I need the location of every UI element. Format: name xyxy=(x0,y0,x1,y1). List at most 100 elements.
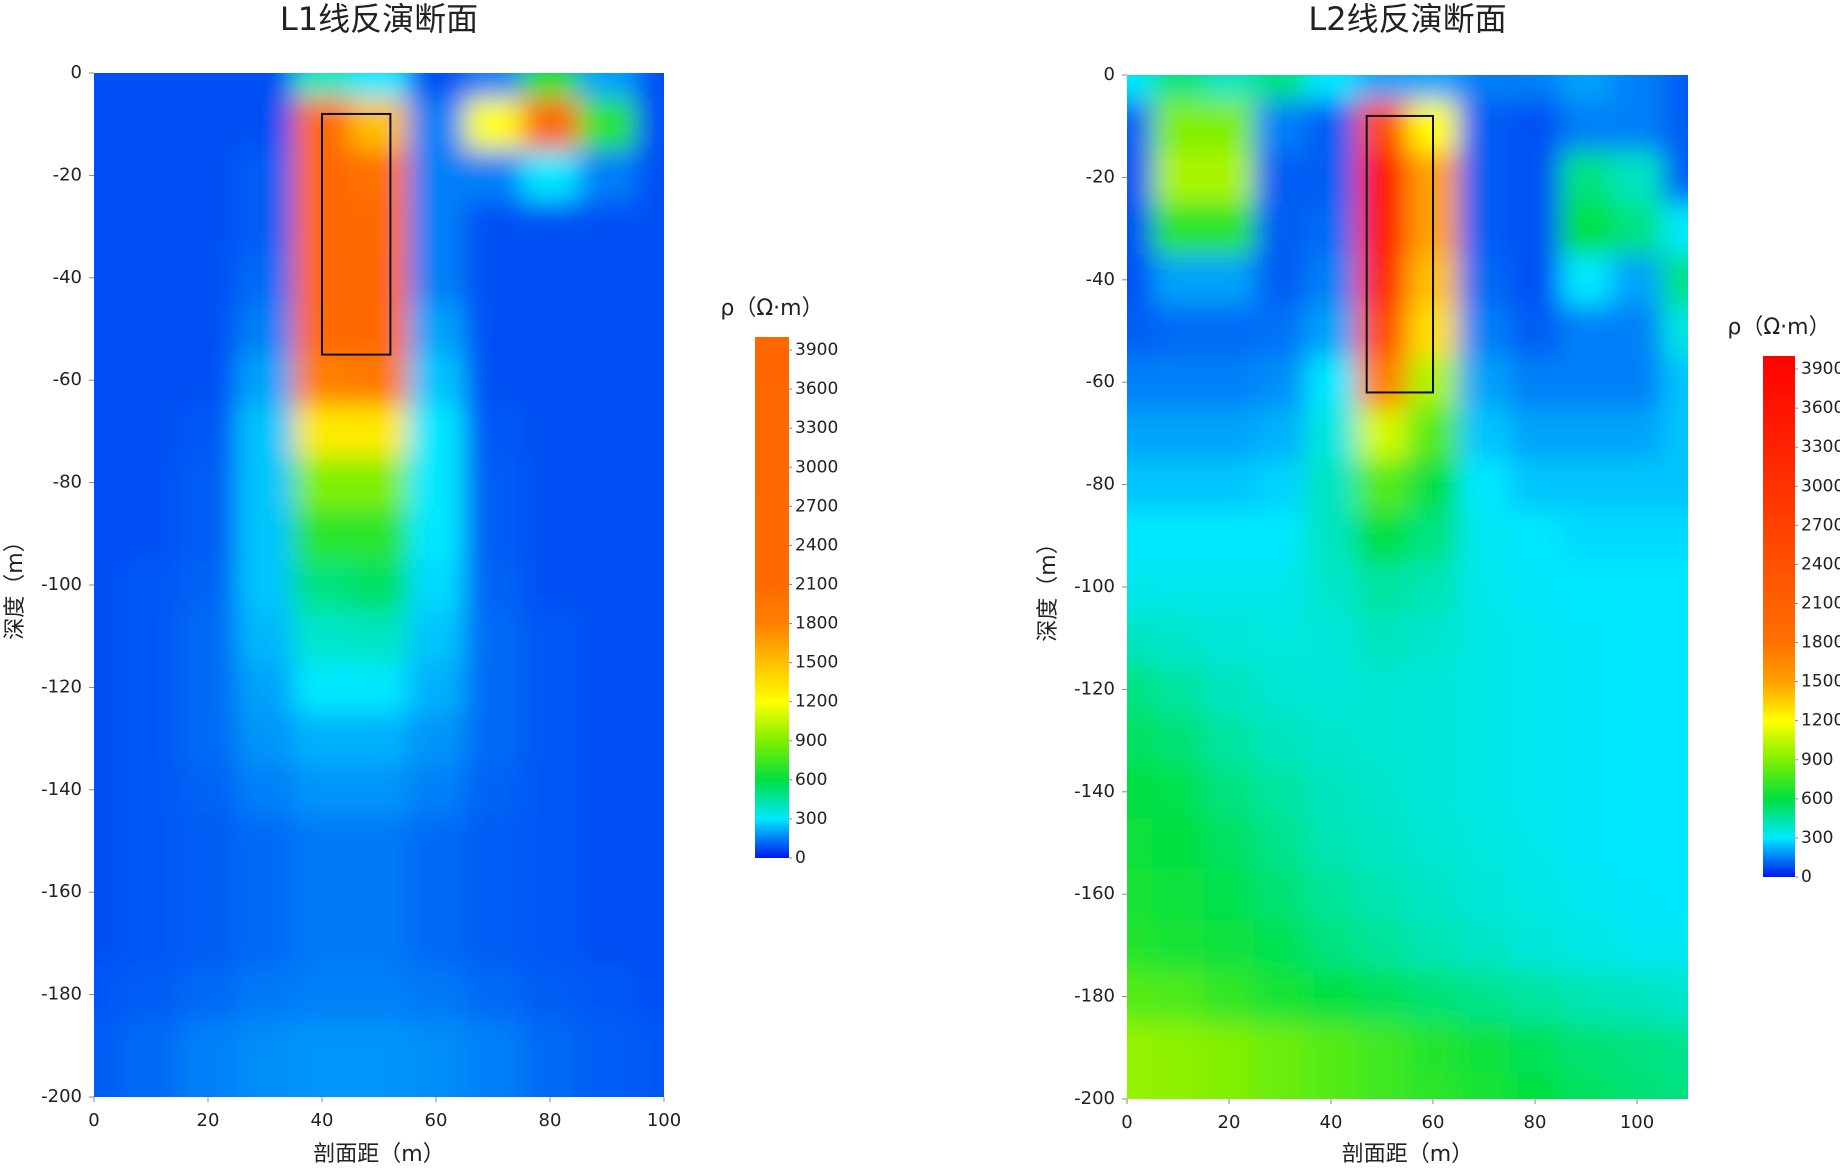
cell xyxy=(350,508,408,560)
cell xyxy=(464,969,522,1021)
cell xyxy=(293,661,351,714)
colorbar-label: ρ（Ω·m） xyxy=(720,296,823,321)
cell xyxy=(464,508,522,560)
cell xyxy=(1509,868,1561,921)
x-axis-label: 剖面距（m） xyxy=(1342,1142,1473,1167)
cell xyxy=(1662,510,1688,562)
cell xyxy=(350,713,408,765)
cell xyxy=(1611,151,1663,204)
cell xyxy=(578,457,636,509)
cell xyxy=(1203,715,1255,767)
cell xyxy=(464,917,522,970)
cell xyxy=(464,559,522,612)
cell xyxy=(1560,100,1612,153)
cell xyxy=(1254,100,1306,153)
cell xyxy=(407,764,465,816)
cell xyxy=(521,866,579,919)
cell xyxy=(407,1020,465,1072)
cell xyxy=(350,98,408,151)
cell xyxy=(122,661,180,714)
cell xyxy=(1152,971,1204,1023)
colorbar-tick-label: 3600 xyxy=(795,379,838,399)
cell xyxy=(1509,919,1561,972)
cell xyxy=(635,764,664,816)
cell xyxy=(407,1071,465,1097)
cell xyxy=(1458,254,1510,306)
colorbar xyxy=(755,337,789,858)
cell xyxy=(236,303,294,356)
cell xyxy=(1458,151,1510,204)
y-tick-label: -120 xyxy=(1074,678,1115,699)
cell xyxy=(1458,817,1510,870)
cell xyxy=(179,559,237,612)
colorbar-tick-label: 2700 xyxy=(795,496,838,516)
cell xyxy=(1127,561,1153,614)
cell xyxy=(1127,203,1153,255)
cell xyxy=(1407,407,1459,460)
cell xyxy=(350,405,408,458)
cell xyxy=(94,969,123,1021)
cell xyxy=(1127,612,1153,665)
cell xyxy=(1152,356,1204,409)
cell xyxy=(293,73,351,100)
cell xyxy=(1305,561,1357,614)
cell xyxy=(1611,766,1663,818)
cell xyxy=(350,661,408,714)
y-tick-label: -180 xyxy=(1074,986,1115,1007)
cell xyxy=(1662,612,1688,665)
cell xyxy=(94,201,123,253)
cell xyxy=(521,98,579,151)
y-tick-label: -60 xyxy=(1086,371,1115,392)
cell xyxy=(635,252,664,304)
colorbar-tick-label: 1200 xyxy=(795,692,838,712)
cell xyxy=(1560,612,1612,665)
y-tick-label: -160 xyxy=(41,881,82,902)
cell xyxy=(521,252,579,304)
cell xyxy=(1127,663,1153,716)
cell xyxy=(1254,510,1306,562)
cell xyxy=(1254,868,1306,921)
y-tick-label: -200 xyxy=(41,1086,82,1107)
colorbar-tick-label: 1500 xyxy=(1801,672,1840,692)
x-tick-label: 80 xyxy=(539,1110,562,1131)
cell xyxy=(1203,75,1255,102)
cell xyxy=(521,303,579,356)
cell xyxy=(1560,817,1612,870)
cell xyxy=(578,201,636,253)
cell xyxy=(350,1071,408,1097)
cell xyxy=(407,457,465,509)
cell xyxy=(1203,766,1255,818)
cell xyxy=(1611,868,1663,921)
cell xyxy=(1254,151,1306,204)
cell xyxy=(1662,919,1688,972)
cell xyxy=(1305,305,1357,358)
cell xyxy=(1254,254,1306,306)
cell xyxy=(464,252,522,304)
cell xyxy=(236,252,294,304)
cell xyxy=(293,354,351,407)
cell xyxy=(1254,1022,1306,1074)
x-tick-label: 40 xyxy=(311,1110,334,1131)
cell xyxy=(1152,766,1204,818)
cell xyxy=(1203,510,1255,562)
cell xyxy=(1203,817,1255,870)
plot-area xyxy=(94,73,664,1097)
cell xyxy=(1356,100,1408,153)
cell xyxy=(293,610,351,663)
cell xyxy=(1356,715,1408,767)
cell xyxy=(1509,817,1561,870)
cell xyxy=(1662,100,1688,153)
cell xyxy=(1662,356,1688,409)
cell xyxy=(1356,817,1408,870)
cell xyxy=(407,559,465,612)
cell xyxy=(1356,1073,1408,1099)
cell xyxy=(1152,715,1204,767)
cell xyxy=(293,1020,351,1072)
cell xyxy=(1407,510,1459,562)
cell xyxy=(1560,663,1612,716)
cell xyxy=(578,1020,636,1072)
cell xyxy=(94,1020,123,1072)
cell xyxy=(521,713,579,765)
cell xyxy=(1127,151,1153,204)
